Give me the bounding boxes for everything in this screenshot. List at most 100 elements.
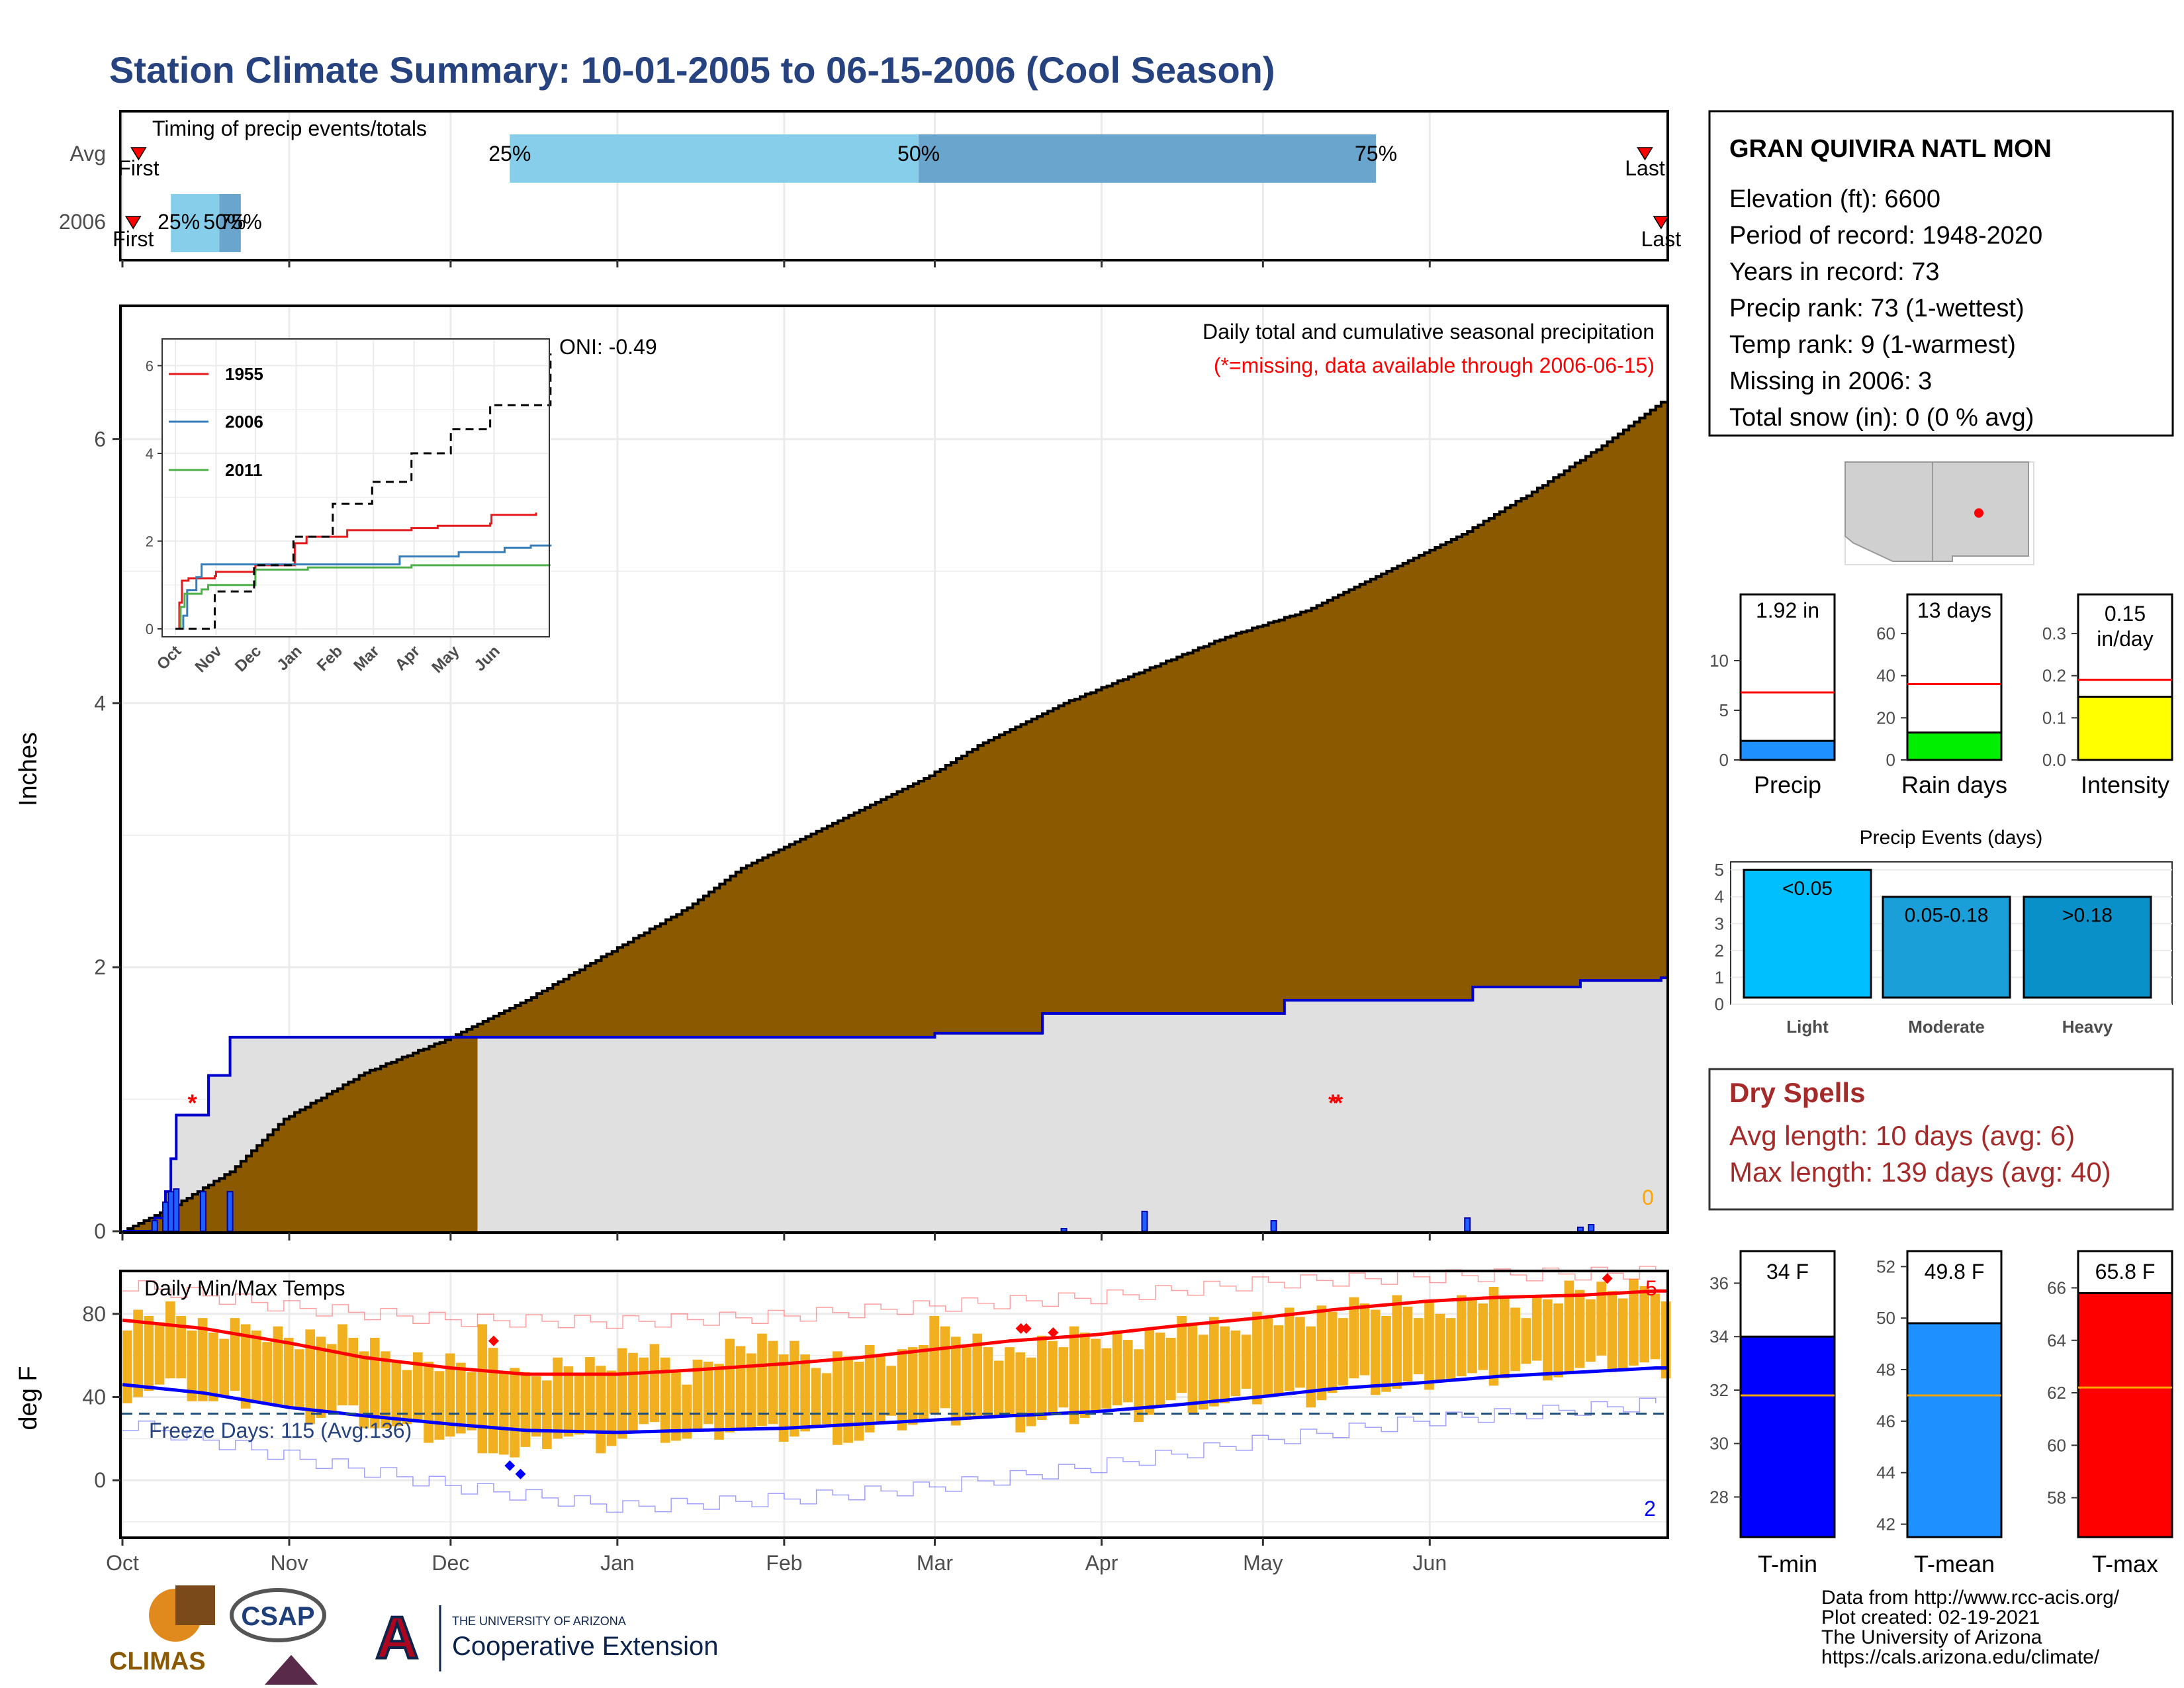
precip-events-tick-label-5: 5: [1715, 860, 1724, 880]
daily-temp-bar-98: [649, 1344, 660, 1423]
daily-temp-bar-234: [1381, 1315, 1391, 1392]
daily-temp-bar-242: [1424, 1302, 1434, 1390]
record-high-count: 5: [1645, 1276, 1657, 1300]
daily-temp-bar-136: [854, 1362, 864, 1441]
month-label-dec: Dec: [432, 1551, 469, 1575]
timing-bars: [121, 134, 1670, 267]
temp-panel-title: Daily Min/Max Temps: [144, 1276, 345, 1300]
csap-logo-mountain: [265, 1655, 318, 1685]
daily-temp-bar-114: [735, 1346, 746, 1430]
station-line-elevation: Elevation (ft): 6600: [1729, 185, 1940, 213]
summary-bar-frame: [1739, 593, 1836, 761]
daily-temp-bar-270: [1574, 1289, 1585, 1368]
observed-cumulative-line: [122, 976, 1666, 1233]
inset-line-1955: [175, 512, 537, 630]
station-line-years: Years in record: 73: [1729, 258, 1940, 286]
daily-precip-bar-9: [1464, 1217, 1471, 1232]
summary-bar-value: [2077, 696, 2173, 761]
temp-bar-tick-label-1: 30: [1709, 1434, 1729, 1454]
precip-plot: * **: [122, 400, 1666, 1233]
csap-logo: CSAP: [230, 1588, 326, 1685]
daily-temp-bar-182: [1101, 1348, 1112, 1409]
summary-bar-tick-label-1: 5: [1719, 700, 1729, 720]
daily-temp-bar-152: [940, 1326, 950, 1409]
precip-events-tick-label-2: 2: [1715, 941, 1724, 961]
daily-precip-bar-7: [1141, 1211, 1148, 1232]
timing-gridlines: [121, 113, 1431, 259]
timing-row-label-2006: 2006: [59, 210, 106, 234]
temp-panel: 0 40 80 deg F Daily Min/Max Temps Freeze D…: [15, 1266, 1671, 1575]
daily-temp-bar-86: [585, 1357, 595, 1432]
daily-precip-bar-0: [151, 1220, 158, 1232]
daily-temp-bar-8: [165, 1301, 175, 1379]
record-high-point-1: [1015, 1323, 1026, 1334]
daily-temp-bar-16: [208, 1333, 218, 1401]
temperature-bar-charts: 34 F T-min 28 30 32 34 36 49.8 F T-mean 42 44 46 48 5…: [1709, 1250, 2173, 1577]
precip-events-bar-heavy: [2023, 896, 2152, 999]
daily-temp-bar-2: [133, 1309, 143, 1397]
precip-events-category-2: Heavy: [2062, 1017, 2113, 1037]
daily-temp-bar-74: [520, 1372, 531, 1447]
climas-logo-block: [175, 1585, 215, 1625]
dry-spells-max-length: Max length: 139 days (avg: 40): [1729, 1156, 2111, 1188]
daily-temp-bar-264: [1543, 1299, 1553, 1381]
summary-bar-tick-label-2: 10: [1709, 651, 1729, 671]
daily-temp-bar-4: [144, 1315, 154, 1391]
daily-temp-bar-196: [1177, 1315, 1187, 1393]
daily-temp-bar-76: [531, 1376, 541, 1437]
record-low-point-1: [515, 1468, 526, 1479]
daily-temp-bar-0: [122, 1330, 132, 1403]
temp-bar-category-label: T-mean: [1914, 1550, 1995, 1577]
avg-last-marker: [1637, 147, 1653, 161]
precip-events-bar-moderate: [1882, 896, 2011, 999]
daily-temp-bar-24: [251, 1330, 261, 1403]
dry-spells-frame: [1708, 1068, 2174, 1211]
precip-y-axis-label: Inches: [15, 732, 42, 806]
summary-bar-category-label: Intensity: [2081, 771, 2169, 798]
precip-events-tick-label-1: 1: [1715, 967, 1724, 987]
daily-temp-bar-64: [467, 1372, 477, 1430]
daily-temp-bar-274: [1596, 1282, 1606, 1356]
temp-bar-value: [2077, 1291, 2173, 1538]
station-line-missing: Missing in 2006: 3: [1729, 367, 1932, 395]
daily-temp-bar-54: [412, 1352, 423, 1423]
month-label-jun: Jun: [1413, 1551, 1447, 1575]
summary-bar-precip: 1.92 in Precip 0 5 10: [1709, 593, 1836, 798]
precip-events-chart: Precip Events (days) 0 1 2 3 4 5 <0.05 Light 0.0…: [1715, 827, 2173, 1037]
daily-precip-bar-2: [167, 1191, 175, 1232]
legend-1955-label: 1955: [225, 364, 263, 384]
daily-temp-bar-260: [1521, 1318, 1531, 1364]
freeze-days-label: Freeze Days: 115 (Avg:136): [149, 1419, 412, 1442]
temp-bar-tick-label-1: 60: [2047, 1435, 2066, 1455]
inset-background: [162, 339, 549, 637]
missing-marker-2: *: [1334, 1090, 1343, 1117]
daily-temp-bar-84: [574, 1375, 584, 1435]
daily-temp-bar-258: [1510, 1307, 1520, 1372]
daily-temp-bar-282: [1639, 1286, 1649, 1363]
temp-bar-tick-label-0: 42: [1876, 1515, 1895, 1534]
daily-temp-bar-132: [833, 1351, 842, 1445]
temp-bar-tick-label-0: 58: [2047, 1488, 2066, 1508]
daily-temp-bar-10: [176, 1315, 186, 1379]
daily-temp-bar-88: [596, 1366, 606, 1454]
daily-temp-bar-276: [1607, 1291, 1617, 1372]
precip-events-tick-label-4: 4: [1715, 887, 1724, 907]
avg-q50-q75-bar: [919, 134, 1377, 183]
daily-temp-bar-12: [187, 1330, 197, 1401]
daily-temp-bar-130: [821, 1373, 832, 1425]
daily-temp-bar-90: [606, 1370, 617, 1446]
location-map: [1844, 461, 2034, 565]
temp-bar-value-label: 49.8 F: [1925, 1260, 1985, 1284]
temp-bar-tick-label-0: 28: [1709, 1487, 1729, 1507]
temp-bar-value-label: 34 F: [1766, 1260, 1809, 1284]
daily-temp-bar-154: [950, 1336, 961, 1426]
precip-zero-label: 0: [1642, 1186, 1654, 1209]
daily-temp-bar-52: [402, 1370, 412, 1425]
temp-bar-value: [1739, 1335, 1836, 1538]
daily-temp-bar-144: [897, 1349, 907, 1430]
precip-events-bar-label-2: >0.18: [2062, 905, 2113, 927]
daily-temp-bar-48: [381, 1351, 390, 1429]
daily-temp-bar-14: [197, 1318, 208, 1401]
daily-temp-bar-224: [1327, 1311, 1338, 1393]
daily-temp-bar-240: [1413, 1318, 1424, 1374]
